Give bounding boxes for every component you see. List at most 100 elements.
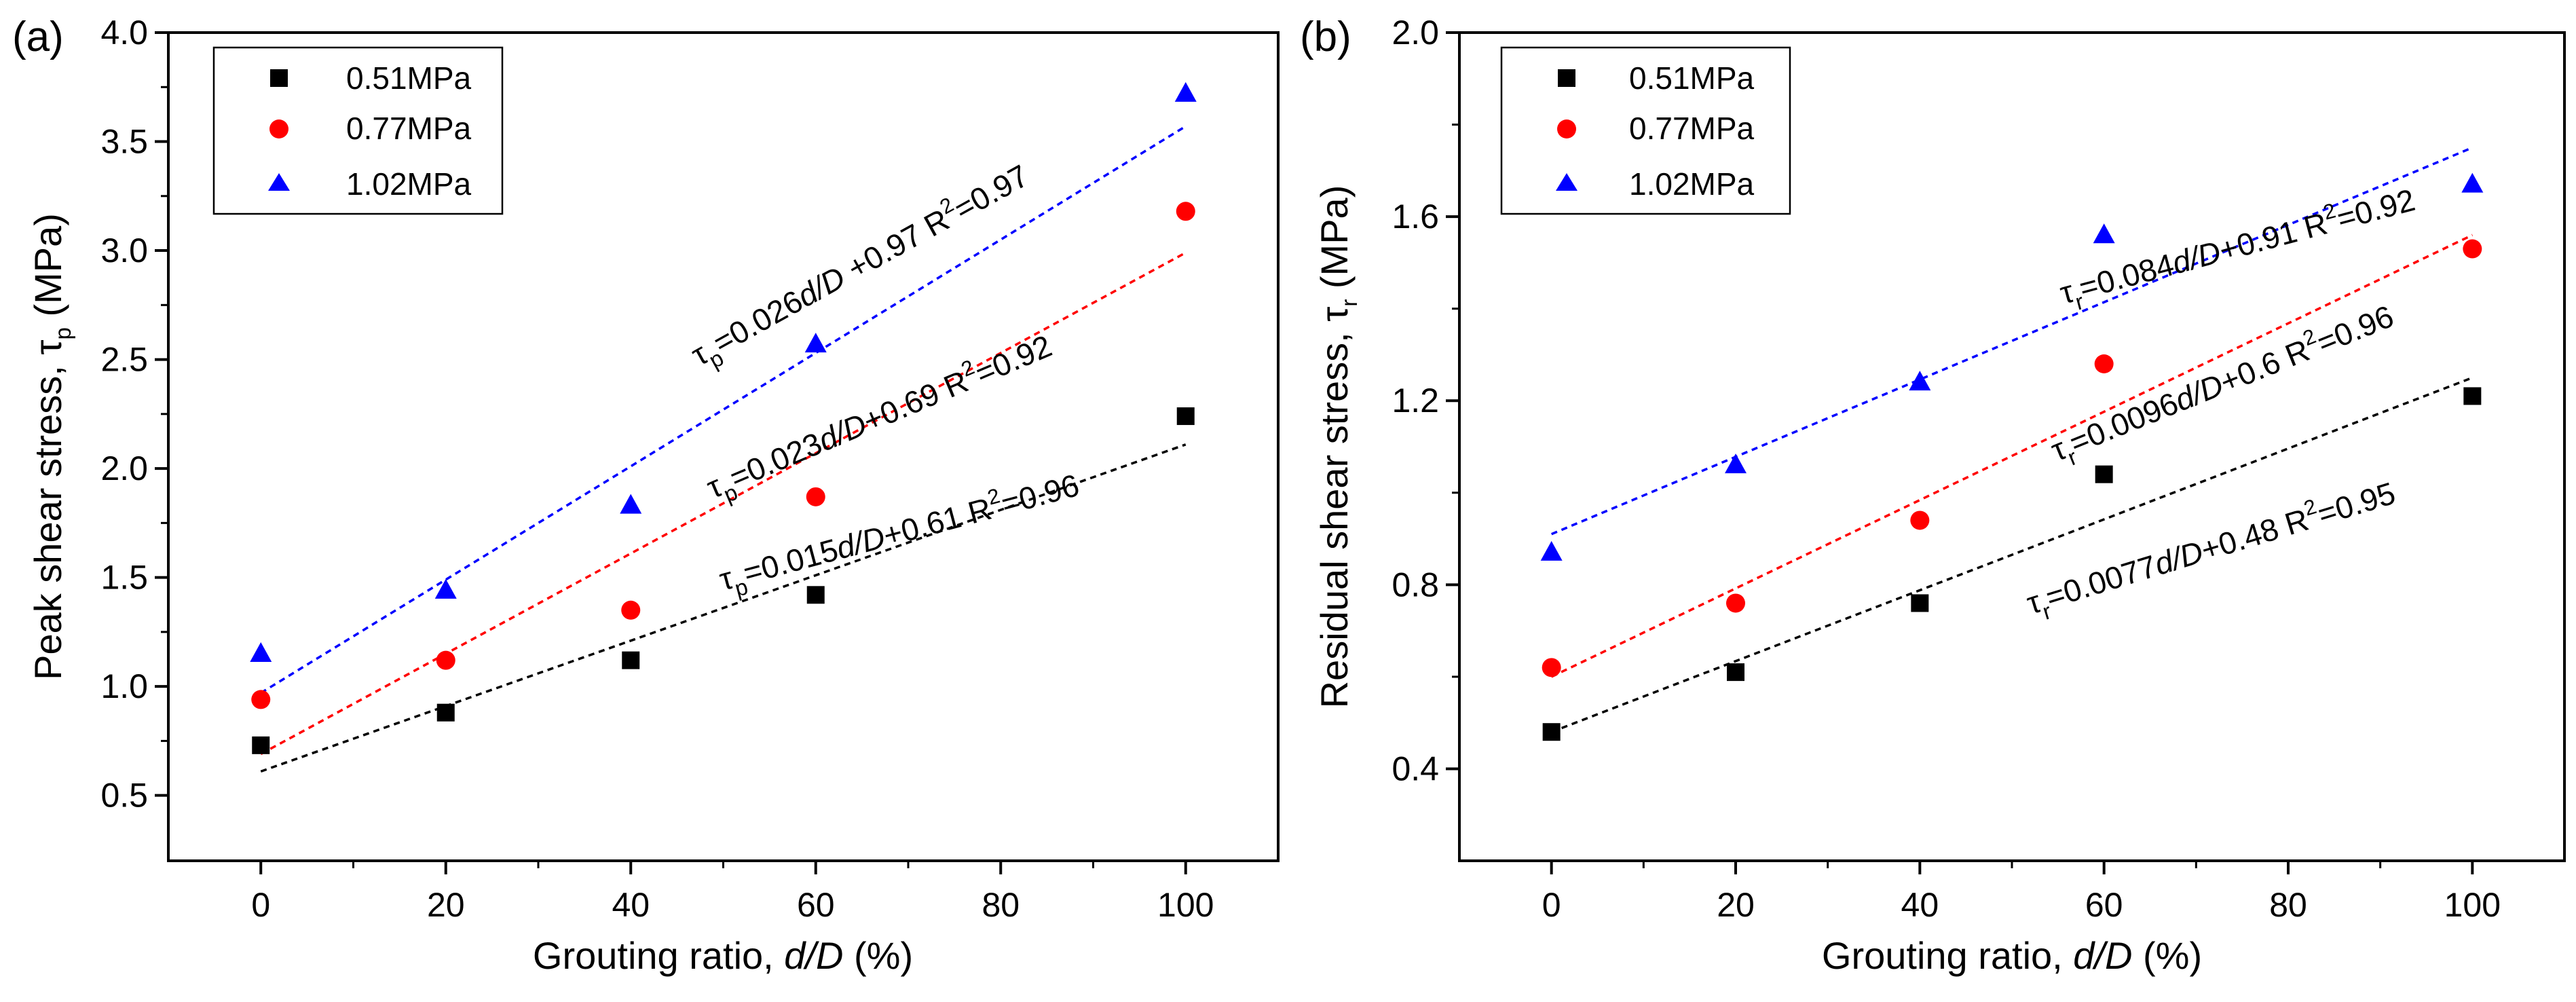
panel-a-legend-1-02mpa: 1.02MPa (346, 166, 472, 202)
y-tick-label: 1.2 (1392, 382, 1439, 420)
panel-b-fit-lines (1550, 146, 2474, 733)
legend-marker-circle (269, 119, 288, 138)
panel-b-y-ticks: 0.4 0.8 1.2 1.6 2.0 (1392, 14, 1459, 787)
x-tick-label: 40 (612, 886, 650, 924)
data-point-0.51MPa-x100 (1176, 407, 1195, 426)
y-tick-label: 0.5 (100, 777, 148, 815)
data-point-0.51MPa-x40 (1911, 594, 1929, 612)
panel-b-equation-0-51mpa: τr=0.0077d/D+0.48 R2=0.95 (2021, 471, 2402, 628)
y-tick-label: 3.5 (100, 123, 148, 161)
data-point-0.51MPa-x0 (1542, 723, 1561, 741)
fit-line-0.51MPa (1551, 376, 2473, 733)
data-point-0.51MPa-x40 (622, 651, 640, 669)
data-point-0.51MPa-x0 (252, 736, 270, 754)
panel-a-x-ticks: 0 20 40 60 80 100 (251, 861, 1214, 924)
data-point-0.77MPa-x40 (621, 600, 641, 620)
panel-b-data-points (1540, 172, 2484, 741)
panel-a-legend: 0.51MPa 0.77MPa 1.02MPa (212, 46, 504, 215)
data-point-1.02MPa-x20 (1725, 453, 1747, 474)
panel-a-equation-1-02mpa: τp=0.026d/D +0.97 R2=0.97 (684, 154, 1038, 379)
fit-line-0.77MPa (260, 251, 1187, 756)
y-tick-label: 1.0 (100, 667, 148, 705)
legend-marker-triangle (1556, 173, 1578, 191)
panel-b-residual-shear-stress: 0 20 40 60 80 100 0.4 0.8 1.2 1.6 2.0 (b) Groutin… (1300, 14, 2566, 977)
legend-marker-square (1558, 69, 1575, 87)
data-point-0.77MPa-x0 (251, 690, 271, 709)
panel-a-y-ticks: 0.5 1.0 1.5 2.0 2.5 3.0 3.5 4.0 (100, 14, 168, 815)
x-tick-label: 20 (1717, 886, 1755, 924)
panel-b-legend-0-77mpa: 0.77MPa (1629, 111, 1755, 146)
x-tick-label: 80 (2269, 886, 2307, 924)
panel-a-y-axis-title: Peak shear stress, τp (MPa) (26, 213, 75, 680)
panel-a-peak-shear-stress: 0 20 40 60 80 100 0.5 1.0 1.5 2.0 2.5 3.0 3.5 4.0 (a… (12, 14, 1280, 977)
panel-b-equation-0-77mpa: τr=0.0096d/D+0.6 R2=0.96 (2045, 295, 2401, 475)
y-tick-label: 0.8 (1392, 565, 1439, 604)
data-point-0.77MPa-x60 (806, 487, 825, 506)
y-tick-label: 1.6 (1392, 198, 1439, 236)
y-tick-label: 2.5 (100, 341, 148, 379)
panel-a-legend-0-51mpa: 0.51MPa (346, 60, 472, 96)
y-tick-label: 3.0 (100, 231, 148, 270)
y-tick-label: 2.0 (100, 449, 148, 487)
legend-marker-square (270, 69, 288, 87)
data-point-0.77MPa-x100 (2463, 239, 2482, 259)
data-point-0.51MPa-x20 (436, 703, 455, 722)
panel-b-label: (b) (1300, 14, 1351, 60)
x-tick-label: 60 (797, 886, 835, 924)
data-point-1.02MPa-x20 (434, 578, 457, 599)
panel-b-legend-box (1500, 46, 1791, 215)
panel-b-y-axis-title: Residual shear stress, τr (MPa) (1313, 185, 1362, 709)
x-tick-label: 100 (2444, 886, 2501, 924)
data-point-0.77MPa-x40 (1910, 511, 1930, 530)
data-point-0.51MPa-x100 (2463, 387, 2482, 405)
panel-b-x-ticks: 0 20 40 60 80 100 (1542, 861, 2501, 924)
panel-a-legend-box (212, 46, 504, 215)
data-point-1.02MPa-x40 (620, 494, 642, 514)
data-point-1.02MPa-x0 (1540, 540, 1563, 561)
panel-b-legend: 0.51MPa 0.77MPa 1.02MPa (1500, 46, 1791, 215)
data-point-0.77MPa-x20 (1726, 593, 1745, 613)
data-point-1.02MPa-x0 (250, 642, 272, 662)
data-point-1.02MPa-x40 (1909, 371, 1931, 391)
panel-b-legend-0-51mpa: 0.51MPa (1629, 60, 1755, 96)
legend-marker-triangle (268, 173, 290, 191)
data-point-0.77MPa-x0 (1542, 658, 1561, 678)
x-tick-label: 80 (982, 886, 1020, 924)
panel-a-equation-0-77mpa: τp=0.023d/D+0.69 R2=0.92 (700, 324, 1060, 512)
fit-line-0.51MPa (260, 443, 1187, 773)
fit-line-1.02MPa (260, 125, 1187, 694)
panel-b-equation-1-02mpa: τr=0.084d/D+0.91 R2=0.92 (2055, 178, 2421, 318)
panel-a-data-points (250, 81, 1197, 754)
panel-a-label: (a) (12, 14, 64, 60)
x-tick-label: 0 (251, 886, 270, 924)
data-point-1.02MPa-x60 (2093, 223, 2115, 244)
data-point-0.77MPa-x100 (1176, 202, 1195, 221)
panel-a-fit-lines (260, 125, 1187, 773)
x-tick-label: 40 (1901, 886, 1939, 924)
data-point-0.51MPa-x60 (806, 586, 825, 604)
data-point-1.02MPa-x100 (1174, 81, 1197, 102)
panel-a-legend-0-77mpa: 0.77MPa (346, 111, 472, 146)
x-tick-label: 100 (1157, 886, 1214, 924)
panel-a-equation-0-51mpa: τp=0.015d/D+0.61 R2=0.96 (715, 463, 1085, 604)
panel-a-x-axis-title: Grouting ratio, d/D (%) (533, 934, 913, 977)
data-point-0.77MPa-x20 (436, 650, 455, 670)
y-tick-label: 1.5 (100, 559, 148, 597)
data-point-0.77MPa-x60 (2094, 354, 2114, 373)
y-tick-label: 2.0 (1392, 14, 1439, 52)
x-tick-label: 20 (427, 886, 465, 924)
legend-marker-circle (1557, 119, 1576, 138)
fit-line-0.77MPa (1550, 234, 2474, 678)
panel-b-x-axis-title: Grouting ratio, d/D (%) (1822, 934, 2202, 977)
x-tick-label: 0 (1542, 886, 1561, 924)
data-point-1.02MPa-x60 (804, 333, 827, 353)
panel-b-legend-1-02mpa: 1.02MPa (1629, 166, 1755, 202)
fit-line-1.02MPa (1550, 146, 2474, 536)
data-point-1.02MPa-x100 (2461, 172, 2484, 193)
x-tick-label: 60 (2085, 886, 2123, 924)
y-tick-label: 0.4 (1392, 749, 1439, 787)
data-point-0.51MPa-x20 (1727, 663, 1744, 682)
data-point-0.51MPa-x60 (2095, 465, 2113, 483)
y-tick-label: 4.0 (100, 14, 148, 52)
